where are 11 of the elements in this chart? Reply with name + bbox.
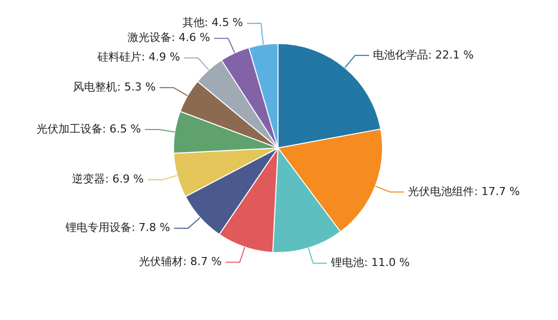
slice-label: 逆变器: 6.9 % [72, 172, 144, 186]
slice-label: 光伏电池组件: 17.7 % [408, 184, 520, 198]
slice-label: 锂电池: 11.0 % [330, 256, 410, 270]
slice-label: 光伏加工设备: 6.5 % [36, 122, 141, 136]
slice-label: 硅料硅片: 4.9 % [96, 50, 180, 64]
slice-label: 风电整机: 5.3 % [73, 80, 156, 94]
slice-label: 锂电专用设备: 7.8 % [64, 221, 170, 234]
slice-label: 光伏辅材: 8.7 % [139, 255, 222, 268]
slice-label: 电池化学品: 22.1 % [373, 48, 474, 62]
slice-label: 其他: 4.5 % [182, 16, 244, 30]
slice-label: 激光设备: 4.6 % [127, 31, 210, 44]
